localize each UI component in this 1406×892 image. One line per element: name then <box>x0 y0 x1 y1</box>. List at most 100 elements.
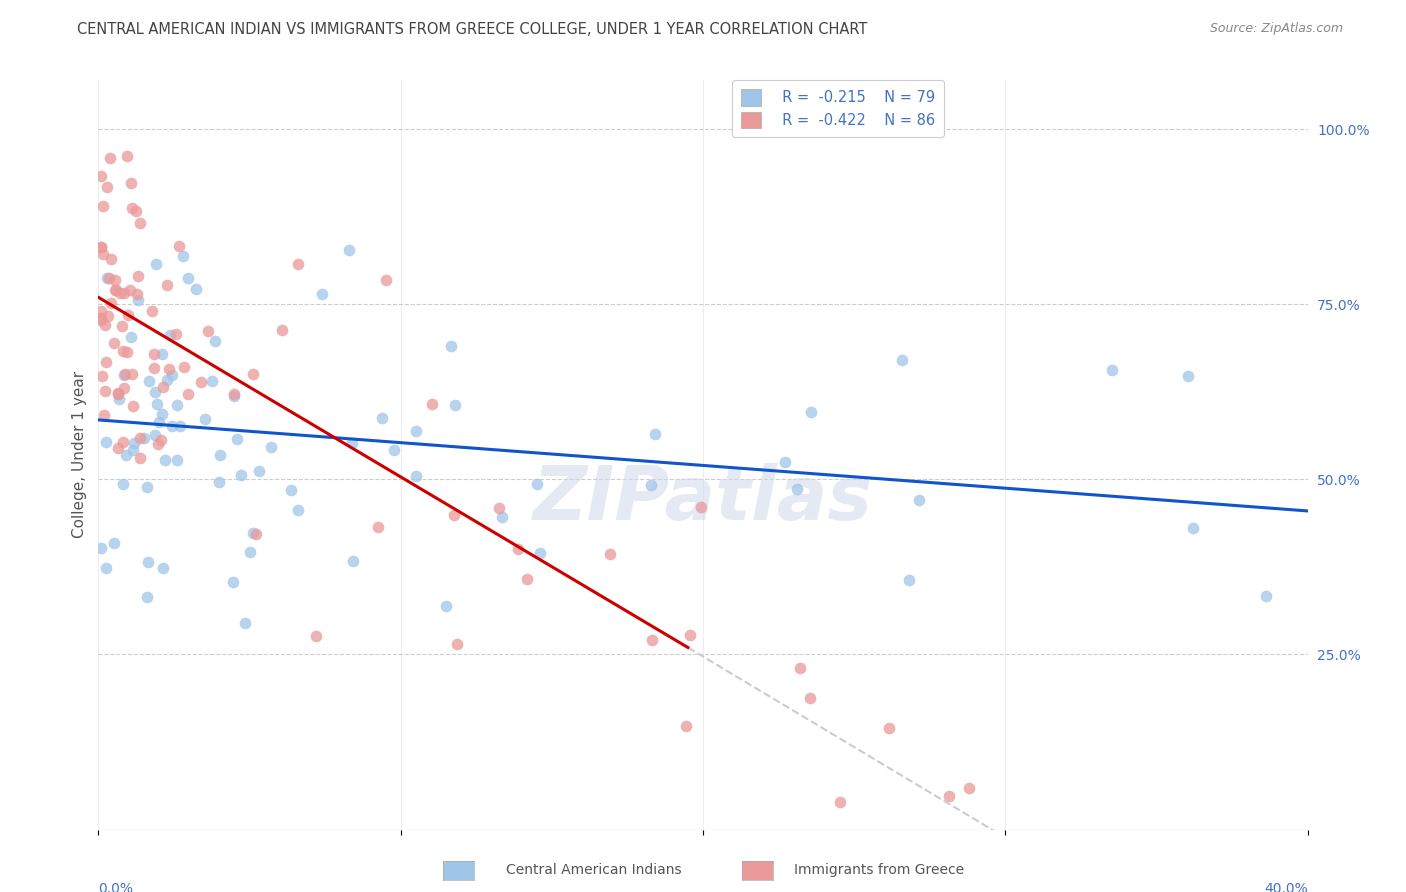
Point <box>800 405 823 419</box>
Point <box>177 271 200 285</box>
Point <box>690 500 713 514</box>
Point <box>111 477 134 491</box>
Point <box>169 418 191 433</box>
Point <box>197 324 219 338</box>
Point <box>231 467 253 482</box>
Point <box>96 561 118 575</box>
Point <box>90 313 112 327</box>
Point <box>104 283 127 297</box>
Point <box>91 199 114 213</box>
Point <box>96 355 118 369</box>
Point <box>136 480 159 494</box>
Point <box>165 327 187 342</box>
Point <box>108 286 131 301</box>
Point <box>204 334 226 348</box>
Point <box>127 268 149 283</box>
Point <box>97 309 120 323</box>
Point <box>382 443 405 458</box>
Point <box>405 469 427 483</box>
Point <box>529 546 551 560</box>
Point <box>121 443 143 458</box>
Point <box>190 376 212 390</box>
Point <box>287 257 309 271</box>
Point <box>446 637 468 651</box>
Point <box>90 541 112 556</box>
Point <box>103 336 125 351</box>
Point <box>194 412 217 426</box>
Point <box>146 397 169 411</box>
Point <box>786 482 808 496</box>
Point <box>156 373 179 387</box>
Point <box>93 384 115 398</box>
Point <box>177 387 200 401</box>
Point <box>90 240 112 254</box>
Point <box>166 453 188 467</box>
Point <box>242 525 264 540</box>
Point <box>117 308 139 322</box>
Point <box>239 545 262 559</box>
Point <box>143 428 166 442</box>
Point <box>375 273 398 287</box>
Point <box>96 271 118 285</box>
Point <box>150 433 173 447</box>
Point <box>342 554 364 568</box>
Point <box>157 362 180 376</box>
Point <box>135 590 157 604</box>
Point <box>115 344 138 359</box>
Point <box>245 527 267 541</box>
Point <box>224 389 246 403</box>
Point <box>91 246 114 260</box>
Point <box>127 286 149 301</box>
Y-axis label: College, Under 1 year: College, Under 1 year <box>72 371 87 539</box>
Point <box>247 464 270 478</box>
Point <box>242 368 264 382</box>
Point <box>107 386 129 401</box>
Point <box>134 432 156 446</box>
Point <box>1182 520 1205 534</box>
Point <box>488 500 510 515</box>
Point <box>90 369 112 384</box>
Point <box>120 176 142 190</box>
Point <box>222 574 245 589</box>
Point <box>957 781 980 796</box>
Point <box>145 257 167 271</box>
Point <box>141 304 163 318</box>
Point <box>112 285 135 300</box>
Point <box>173 360 195 375</box>
Point <box>675 719 697 733</box>
Point <box>420 397 443 411</box>
Point <box>104 283 127 297</box>
Point <box>90 311 112 326</box>
Point <box>94 318 117 332</box>
Point <box>443 508 465 523</box>
Point <box>311 287 333 301</box>
Point <box>201 374 224 388</box>
Text: Source: ZipAtlas.com: Source: ZipAtlas.com <box>1209 22 1343 36</box>
Point <box>90 240 112 254</box>
Point <box>112 435 135 450</box>
Legend:   R =  -0.215    N = 79,   R =  -0.422    N = 86: R = -0.215 N = 79, R = -0.422 N = 86 <box>733 80 943 137</box>
Point <box>120 283 142 297</box>
Point <box>1177 369 1199 384</box>
Point <box>599 548 621 562</box>
Point <box>270 323 292 337</box>
Point <box>103 536 125 550</box>
Point <box>115 149 138 163</box>
Point <box>98 152 121 166</box>
Point <box>1254 589 1277 603</box>
Point <box>143 384 166 399</box>
Point <box>156 278 179 293</box>
Point <box>516 572 538 586</box>
Point <box>159 328 181 343</box>
Point <box>127 293 149 307</box>
Point <box>107 385 129 400</box>
Point <box>208 475 231 489</box>
Point <box>94 435 117 450</box>
Point <box>789 661 811 675</box>
Point <box>166 398 188 412</box>
Point <box>121 367 143 381</box>
Point <box>172 249 194 263</box>
Point <box>830 795 852 809</box>
Point <box>224 386 246 401</box>
Point <box>121 201 143 215</box>
